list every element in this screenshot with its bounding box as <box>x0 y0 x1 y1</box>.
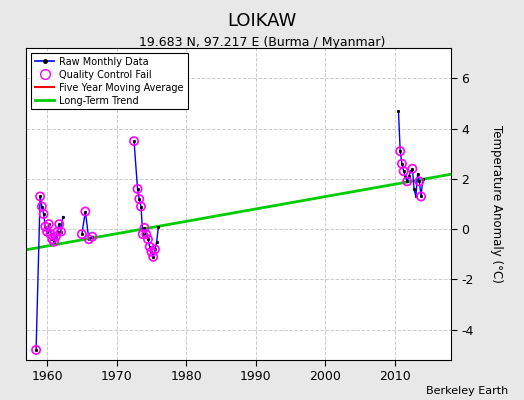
Point <box>46 231 54 237</box>
Y-axis label: Temperature Anomaly (°C): Temperature Anomaly (°C) <box>490 125 503 283</box>
Point <box>43 228 51 235</box>
Point <box>88 234 96 240</box>
Point <box>53 228 62 235</box>
Point <box>50 238 58 245</box>
Point <box>57 228 65 235</box>
Point <box>399 168 408 174</box>
Point <box>41 224 50 230</box>
Point <box>417 193 425 200</box>
Legend: Raw Monthly Data, Quality Control Fail, Five Year Moving Average, Long-Term Tren: Raw Monthly Data, Quality Control Fail, … <box>31 53 188 109</box>
Text: LOIKAW: LOIKAW <box>227 12 297 30</box>
Point <box>78 231 86 237</box>
Point <box>85 236 93 242</box>
Point <box>32 347 40 353</box>
Point <box>398 160 406 167</box>
Point <box>130 138 138 144</box>
Point <box>151 246 159 252</box>
Point <box>135 196 144 202</box>
Point <box>133 186 141 192</box>
Point <box>147 249 156 255</box>
Point <box>142 231 150 237</box>
Point <box>144 236 152 242</box>
Point <box>415 178 423 184</box>
Text: Berkeley Earth: Berkeley Earth <box>426 386 508 396</box>
Point <box>51 234 60 240</box>
Point <box>140 225 149 231</box>
Point <box>38 203 46 210</box>
Point <box>48 236 57 242</box>
Point <box>45 221 53 227</box>
Point <box>81 208 90 215</box>
Point <box>39 211 48 217</box>
Point <box>36 193 45 200</box>
Point <box>403 178 411 184</box>
Point <box>396 148 405 154</box>
Point <box>138 231 147 237</box>
Point <box>146 244 154 250</box>
Point <box>408 166 417 172</box>
Point <box>55 221 63 227</box>
Text: 19.683 N, 97.217 E (Burma / Myanmar): 19.683 N, 97.217 E (Burma / Myanmar) <box>139 36 385 49</box>
Point <box>149 254 157 260</box>
Point <box>137 203 145 210</box>
